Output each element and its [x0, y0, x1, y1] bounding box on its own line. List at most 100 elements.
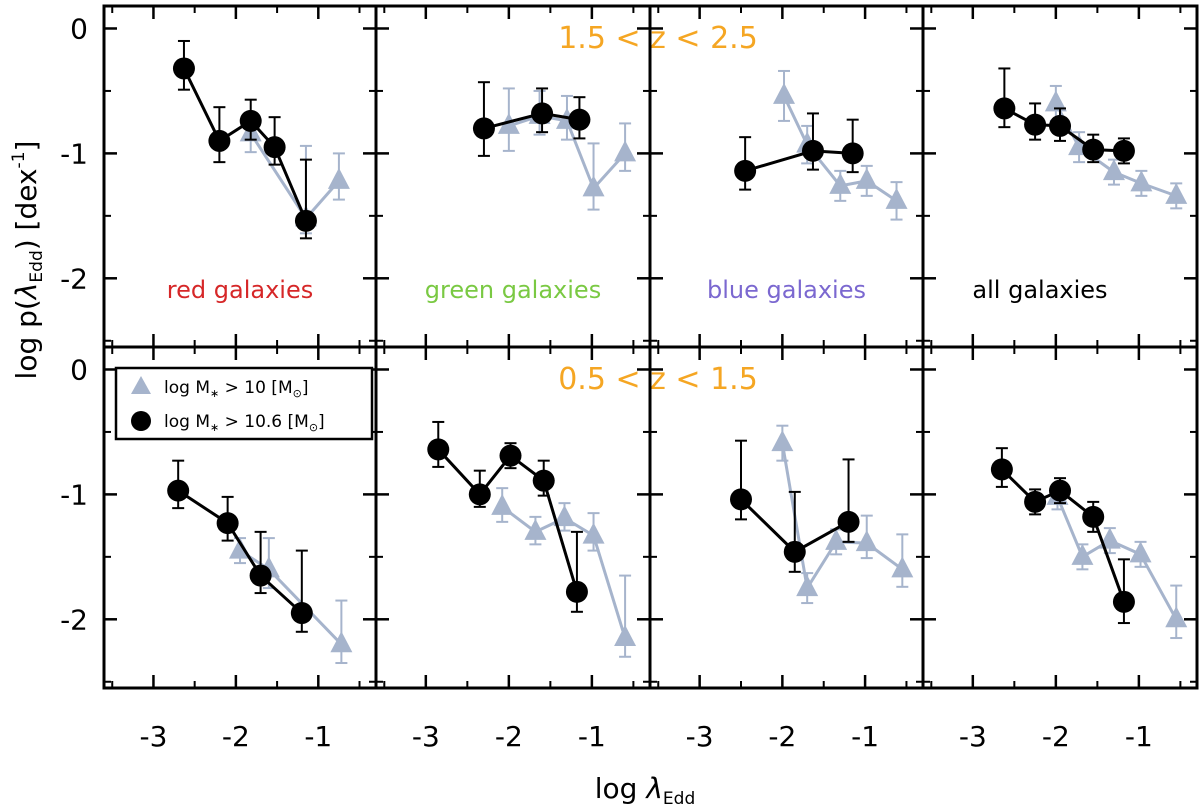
data-point-circle	[783, 540, 806, 563]
data-point-circle	[172, 57, 195, 80]
series-mass-10	[1046, 483, 1188, 640]
legend-box	[114, 366, 374, 441]
legend-item-mass10-rest: > 10 [M	[219, 378, 292, 398]
panel-frame	[921, 345, 1199, 690]
panel-0-3: all galaxies	[921, 4, 1199, 349]
data-point-circle	[1024, 113, 1047, 136]
data-point-triangle	[1130, 170, 1153, 192]
data-point-circle	[532, 469, 555, 492]
x-tick-label: -1	[304, 720, 332, 753]
x-tick-label: -2	[222, 720, 250, 753]
x-tick-label: -1	[1125, 720, 1153, 753]
panel-0-0: 0 -1 -2 red galaxies	[60, 4, 378, 349]
legend-item-mass10-main: log M	[164, 378, 210, 398]
data-point-triangle	[524, 518, 547, 540]
y-tick-label: 0	[70, 353, 88, 386]
y-tick-label: -1	[60, 478, 88, 511]
series-mass-10	[771, 424, 914, 605]
data-point-circle	[294, 209, 317, 232]
series-mass-10-6	[172, 39, 317, 240]
legend-circle-marker	[131, 411, 151, 431]
legend-item-mass10: log M∗ > 10 [M⊙]	[164, 378, 308, 400]
x-tick-label: -2	[768, 720, 796, 753]
data-point-triangle	[582, 175, 605, 197]
series-mass-10-6	[730, 439, 860, 573]
x-tick-label: -1	[578, 720, 606, 753]
legend-item-mass106: log M∗ > 10.6 [M⊙]	[164, 412, 325, 434]
panel-1-2: -3 -2 -1	[648, 345, 925, 753]
data-point-triangle	[1102, 159, 1125, 181]
x-tick-label: -3	[959, 720, 987, 753]
data-point-triangle	[614, 625, 637, 647]
data-point-triangle	[614, 140, 637, 162]
data-point-triangle	[855, 530, 878, 552]
y-label-sup: -1	[9, 151, 29, 168]
data-point-triangle	[829, 172, 852, 194]
data-point-triangle	[553, 505, 576, 527]
data-point-circle	[472, 117, 495, 140]
data-point-circle	[801, 139, 824, 162]
panel-1-3: -3 -2 -1	[921, 345, 1199, 753]
data-point-circle	[239, 109, 262, 132]
galaxy-type-label: red galaxies	[167, 276, 313, 304]
y-tick-label: -1	[60, 137, 88, 170]
legend: log M∗ > 10 [M⊙] log M∗ > 10.6 [M⊙]	[114, 366, 374, 441]
series-mass-10-6	[734, 112, 864, 191]
data-point-circle	[263, 136, 286, 159]
y-label-main: log p(	[10, 299, 43, 379]
data-point-circle	[1082, 138, 1105, 161]
y-label-sub: Edd	[27, 250, 47, 282]
galaxy-type-label: green galaxies	[425, 276, 601, 304]
x-tick-label: -3	[139, 720, 167, 753]
y-tick-label: 0	[70, 12, 88, 45]
data-point-circle	[990, 458, 1013, 481]
redshift-label: 0.5 < z < 1.5	[558, 362, 758, 397]
x-axis-label: log λEdd	[595, 772, 696, 809]
series-mass-10	[491, 487, 637, 658]
data-point-triangle	[1071, 543, 1094, 565]
series-mass-10-6	[472, 81, 591, 157]
x-tick-label: -3	[686, 720, 714, 753]
legend-triangle-marker	[131, 376, 151, 394]
data-point-triangle	[582, 522, 605, 544]
data-point-circle	[841, 142, 864, 165]
legend-item-mass106-sub: ∗	[210, 421, 219, 434]
data-point-circle	[734, 159, 757, 182]
data-point-circle	[1112, 590, 1135, 613]
legend-item-mass106-close: ]	[318, 412, 325, 432]
data-point-circle	[565, 580, 588, 603]
legend-item-mass10-sub: ∗	[210, 387, 219, 400]
data-point-circle	[1112, 139, 1135, 162]
data-point-triangle	[327, 167, 350, 189]
y-axis-label: log p(λEdd) [dex-1]	[9, 141, 47, 380]
data-point-triangle	[855, 167, 878, 189]
panel-1-1: -3 -2 -1 0.5 < z < 1.5	[374, 345, 758, 753]
data-point-triangle	[491, 493, 514, 515]
series-mass-10-6	[167, 459, 313, 633]
data-point-circle	[427, 438, 450, 461]
panel-frame	[374, 345, 652, 690]
y-label-tail: ) [dex	[10, 168, 43, 250]
series-line	[182, 67, 308, 222]
data-point-triangle	[885, 187, 908, 209]
legend-item-mass106-rest: > 10.6 [M	[219, 412, 309, 432]
svg-text:log p(λEdd) [dex-1]: log p(λEdd) [dex-1]	[9, 141, 47, 380]
data-point-triangle	[330, 631, 353, 653]
redshift-label: 1.5 < z < 2.5	[558, 21, 758, 56]
data-point-circle	[249, 564, 272, 587]
series-line	[177, 489, 303, 615]
data-point-triangle	[771, 430, 794, 452]
data-point-circle	[531, 102, 554, 125]
galaxy-type-label: all galaxies	[972, 276, 1107, 304]
x-tick-label: -3	[412, 720, 440, 753]
x-label-sub: Edd	[663, 789, 695, 809]
x-tick-label: -2	[1042, 720, 1070, 753]
panel-1-0: -3 -2 -1 0 -1 -2	[60, 345, 378, 753]
series-mass-10	[239, 113, 350, 235]
galaxy-type-label: blue galaxies	[707, 276, 866, 304]
data-point-circle	[1024, 490, 1047, 513]
data-point-circle	[290, 602, 313, 625]
panel-0-1: green galaxies 1.5 < z < 2.5	[374, 4, 758, 349]
data-point-circle	[208, 129, 231, 152]
